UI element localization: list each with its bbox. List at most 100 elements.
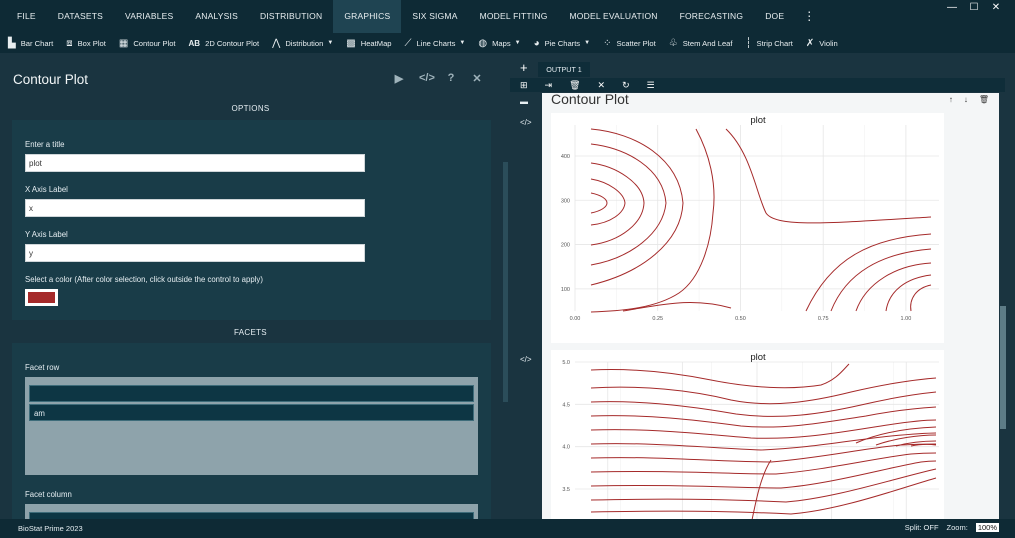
zoom-value[interactable]: 100% (975, 523, 999, 532)
violin-icon: ✗ (805, 37, 815, 49)
x-tick-label: 0.25 (652, 316, 663, 322)
split-status[interactable]: Split: OFF (904, 523, 939, 532)
2d-contour-icon: AB (188, 38, 201, 48)
tab-output-1[interactable]: OUTPUT 1 (538, 62, 590, 77)
tool-strip-chart[interactable]: ┆ Strip Chart (746, 38, 793, 49)
menu-bar: FILE DATASETS VARIABLES ANALYSIS DISTRIB… (0, 0, 1015, 33)
delete-output-icon[interactable]: 🗑 (978, 95, 989, 104)
panel-splitter[interactable] (501, 60, 510, 519)
caret-down-icon: ▼ (327, 40, 334, 46)
menu-file[interactable]: FILE (17, 11, 36, 21)
move-up-icon[interactable]: ↑ (948, 95, 953, 104)
minimize-icon[interactable]: — (947, 2, 957, 13)
menu-model-fitting[interactable]: MODEL FITTING (479, 11, 548, 21)
delete-icon[interactable]: 🗑 (569, 79, 581, 90)
menu-model-evaluation[interactable]: MODEL EVALUATION (569, 11, 658, 21)
contour-line (590, 460, 937, 489)
add-output-icon[interactable]: ⊞ (520, 79, 528, 90)
tool-scatter-plot[interactable]: ⁘ Scatter Plot (603, 38, 656, 49)
contour-line (855, 262, 932, 312)
menu-distribution[interactable]: DISTRIBUTION (259, 11, 323, 21)
tool-distribution[interactable]: ⋀ Distribution ▼ (272, 38, 333, 49)
stem-leaf-icon: ♧ (668, 37, 678, 49)
contour-plot-2-svg: 3.5 4.0 4.5 5.0 plot (562, 352, 939, 519)
output-content: Contour Plot ↑ ↓ 🗑 0.00 0.25 0.50 0.75 1.00 1… (542, 93, 999, 519)
tool-2d-contour-plot[interactable]: AB 2D Contour Plot (189, 39, 260, 48)
menu-analysis[interactable]: ANALYSIS (195, 11, 238, 21)
facets-heading: FACETS (234, 328, 267, 337)
x-axis-input[interactable]: x (25, 199, 365, 217)
menu-six-sigma[interactable]: SIX SIGMA (412, 11, 458, 21)
facet-row-label: Facet row (25, 363, 60, 372)
code-icon[interactable]: </> (419, 72, 435, 84)
y-axis-label: Y Axis Label (25, 230, 68, 239)
tool-label: Strip Chart (756, 38, 793, 48)
color-picker[interactable] (25, 289, 58, 306)
maximize-icon[interactable]: ☐ (969, 2, 979, 13)
refresh-icon[interactable]: ↻ (622, 79, 630, 90)
tool-pie-charts[interactable]: ◕ Pie Charts ▼ (534, 38, 590, 49)
tool-label: Stem And Leaf (682, 38, 733, 48)
facet-row-empty[interactable] (29, 385, 474, 402)
code-icon[interactable]: </> (520, 118, 532, 127)
add-tab-icon[interactable]: + (520, 60, 528, 75)
list-icon[interactable]: ☰ (646, 79, 655, 90)
options-panel: Contour Plot ▶ </> ? ✕ OPTIONS Enter a t… (0, 60, 501, 519)
close-panel-icon[interactable]: ✕ (472, 73, 482, 85)
close-window-icon[interactable]: ✕ (991, 2, 1001, 13)
options-heading: OPTIONS (231, 104, 270, 113)
tool-line-charts[interactable]: ⟋ Line Charts ▼ (405, 38, 466, 49)
y-tick-label: 3.5 (562, 487, 570, 493)
title-label: Enter a title (25, 140, 65, 149)
facet-row-list[interactable]: am (25, 377, 478, 475)
tool-contour-plot[interactable]: ▦ Contour Plot (119, 38, 176, 49)
contour-line (910, 284, 932, 312)
facet-row-item-am[interactable]: am (29, 404, 474, 421)
x-axis-label: X Axis Label (25, 185, 68, 194)
menu-graphics[interactable]: GRAPHICS (333, 0, 402, 33)
output-scrollbar-thumb[interactable] (1000, 306, 1006, 429)
facet-column-list[interactable] (25, 504, 478, 519)
tool-maps[interactable]: ◍ Maps ▼ (478, 38, 520, 49)
menu-datasets[interactable]: DATASETS (57, 11, 103, 21)
menu-forecasting[interactable]: FORECASTING (679, 11, 744, 21)
output-panel: + OUTPUT 1 ⊞ ⇥ 🗑 ✕ ↻ ☰ ▬ </> </> Contour… (510, 60, 1015, 519)
collapse-icon[interactable]: ▬ (520, 97, 528, 106)
export-icon[interactable]: ⇥ (544, 79, 553, 90)
run-icon[interactable]: ▶ (394, 73, 404, 85)
contour-line (885, 274, 932, 312)
clear-icon[interactable]: ✕ (597, 79, 606, 90)
zoom-label: Zoom: (946, 523, 968, 532)
pie-chart-icon: ◕ (533, 37, 540, 49)
help-icon[interactable]: ? (447, 72, 455, 84)
output-tabbar: + OUTPUT 1 (510, 60, 1015, 77)
output-scrollbar[interactable] (1000, 93, 1006, 519)
tool-label: Line Charts (416, 38, 456, 48)
tool-violin[interactable]: ✗ Violin (806, 38, 838, 49)
tool-label: Contour Plot (133, 38, 176, 48)
plot-title: plot (750, 352, 766, 363)
tool-label: Maps (492, 38, 511, 48)
menu-doe[interactable]: DOE (765, 11, 785, 21)
output-heading: Contour Plot (551, 93, 629, 107)
tool-stem-and-leaf[interactable]: ♧ Stem And Leaf (669, 38, 733, 49)
facets-box: Facet row am Facet column (12, 343, 491, 519)
tool-label: 2D Contour Plot (205, 38, 260, 48)
more-menu-icon[interactable]: ⋮ (803, 9, 816, 23)
left-scrollbar-thumb[interactable] (503, 162, 508, 402)
panel-title: Contour Plot (13, 71, 89, 87)
tool-bar-chart[interactable]: ▙ Bar Chart (8, 38, 53, 49)
y-tick-label: 200 (561, 243, 570, 249)
tool-box-plot[interactable]: ⧈ Box Plot (66, 38, 106, 49)
move-down-icon[interactable]: ↓ (963, 95, 968, 104)
menu-variables[interactable]: VARIABLES (124, 11, 174, 21)
facet-column-empty[interactable] (29, 512, 474, 519)
status-bar: BioStat Prime 2023 Split: OFF Zoom: 100% (0, 519, 1015, 538)
code-icon[interactable]: </> (520, 355, 532, 364)
contour-plot-icon: ▦ (118, 37, 129, 49)
y-axis-input[interactable]: y (25, 244, 365, 262)
contour-plot-1: 0.00 0.25 0.50 0.75 1.00 100 200 300 400 plot (551, 113, 944, 343)
tool-heatmap[interactable]: ▩ HeatMap (346, 38, 391, 49)
title-input[interactable]: plot (25, 154, 365, 172)
